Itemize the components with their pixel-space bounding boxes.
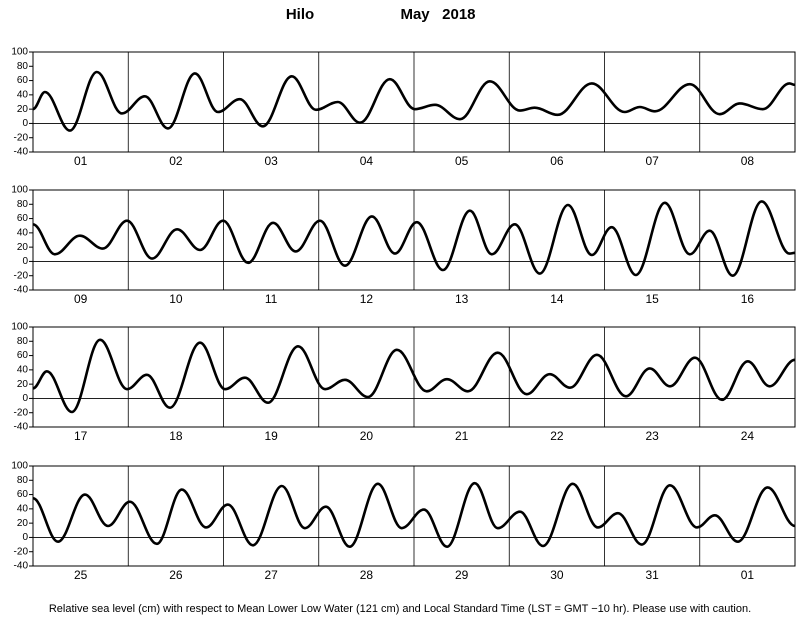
y-tick-label: 0 xyxy=(22,393,28,404)
y-tick-label: 80 xyxy=(17,61,29,72)
tide-curve xyxy=(32,481,796,549)
y-tick-label: 0 xyxy=(22,118,28,129)
y-tick-label: 100 xyxy=(11,322,28,333)
day-label: 17 xyxy=(74,429,88,443)
day-label: 05 xyxy=(455,154,469,168)
day-label: 04 xyxy=(360,154,374,168)
day-label: 08 xyxy=(741,154,755,168)
y-tick-label: 100 xyxy=(11,185,28,196)
footnote: Relative sea level (cm) with respect to … xyxy=(49,603,751,615)
day-label: 27 xyxy=(264,568,278,582)
day-label: 31 xyxy=(645,568,659,582)
day-label: 24 xyxy=(741,429,755,443)
day-label: 11 xyxy=(265,292,278,306)
day-label: 15 xyxy=(645,292,659,306)
day-label: 01 xyxy=(74,154,88,168)
day-label: 28 xyxy=(360,568,374,582)
y-tick-label: 0 xyxy=(22,256,28,267)
y-tick-label: 20 xyxy=(17,104,29,115)
y-tick-label: 60 xyxy=(17,75,29,86)
day-label: 06 xyxy=(550,154,564,168)
y-tick-label: 80 xyxy=(17,199,29,210)
y-tick-label: 20 xyxy=(17,518,29,529)
day-label: 29 xyxy=(455,568,469,582)
y-tick-label: 40 xyxy=(17,89,29,100)
y-tick-label: 20 xyxy=(17,379,29,390)
day-label: 16 xyxy=(741,292,755,306)
day-label: 02 xyxy=(169,154,183,168)
y-tick-label: 60 xyxy=(17,489,29,500)
station-title: Hilo xyxy=(286,6,314,23)
y-tick-label: 60 xyxy=(17,350,29,361)
y-tick-label: -20 xyxy=(14,132,29,143)
day-label: 25 xyxy=(74,568,88,582)
y-tick-label: -40 xyxy=(14,147,29,158)
y-tick-label: -40 xyxy=(14,285,29,296)
day-label: 03 xyxy=(264,154,278,168)
day-label: 13 xyxy=(455,292,469,306)
y-tick-label: -20 xyxy=(14,546,29,557)
y-tick-label: -20 xyxy=(14,407,29,418)
y-tick-label: 80 xyxy=(17,475,29,486)
day-label: 21 xyxy=(455,429,469,443)
y-tick-label: 40 xyxy=(17,503,29,514)
y-tick-label: 20 xyxy=(17,242,29,253)
y-tick-label: -20 xyxy=(14,270,29,281)
y-tick-label: 100 xyxy=(11,47,28,58)
tide-curve xyxy=(32,200,796,278)
month-title: May 2018 xyxy=(400,6,475,23)
tide-curve xyxy=(32,338,796,414)
y-tick-label: 80 xyxy=(17,336,29,347)
y-tick-label: 40 xyxy=(17,227,29,238)
y-tick-label: -40 xyxy=(14,422,29,433)
day-label: 01 xyxy=(741,568,755,582)
y-tick-label: -40 xyxy=(14,561,29,572)
tide-curve xyxy=(32,70,796,132)
y-tick-label: 100 xyxy=(11,461,28,472)
day-label: 20 xyxy=(360,429,374,443)
day-label: 07 xyxy=(645,154,659,168)
day-label: 14 xyxy=(550,292,564,306)
day-label: 22 xyxy=(550,429,564,443)
y-tick-label: 40 xyxy=(17,364,29,375)
day-label: 10 xyxy=(169,292,183,306)
y-tick-label: 60 xyxy=(17,213,29,224)
day-label: 12 xyxy=(360,292,374,306)
y-tick-label: 0 xyxy=(22,532,28,543)
day-label: 19 xyxy=(264,429,278,443)
day-label: 26 xyxy=(169,568,183,582)
day-label: 30 xyxy=(550,568,564,582)
day-label: 18 xyxy=(169,429,183,443)
day-label: 23 xyxy=(645,429,659,443)
day-label: 09 xyxy=(74,292,88,306)
